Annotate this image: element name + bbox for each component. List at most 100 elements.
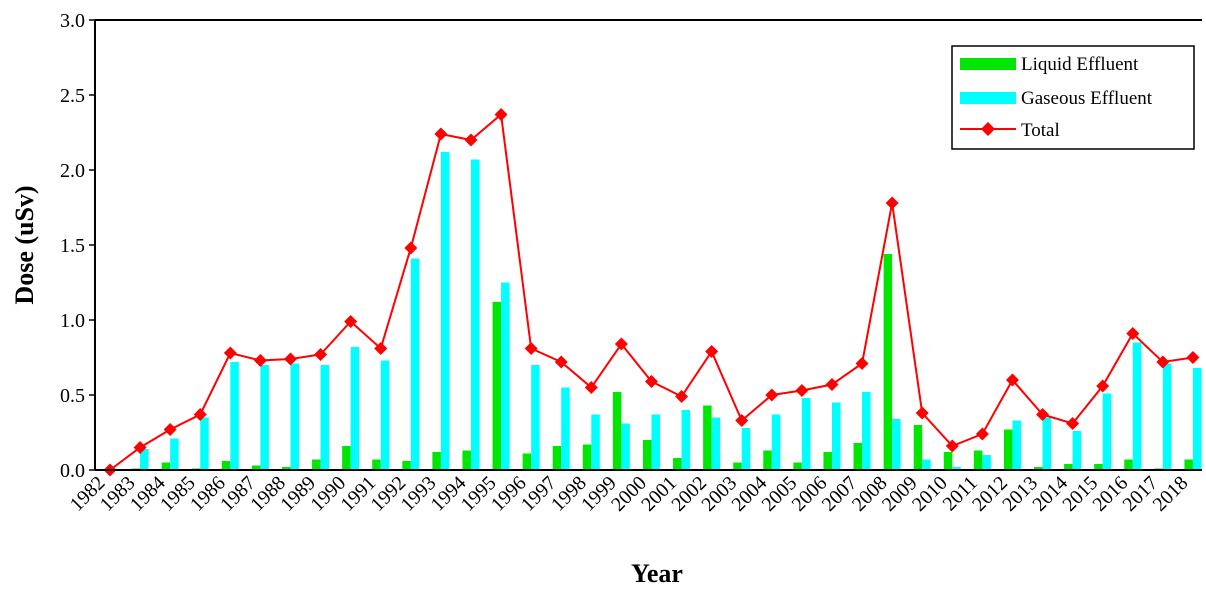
bar-layer [131,152,1202,470]
bar-gaseous-2008 [892,419,901,470]
bar-gaseous-2010 [952,467,961,470]
bar-gaseous-1985 [200,417,209,470]
total-point-2006 [825,378,839,391]
y-tick-label-0.0: 0.0 [60,460,85,482]
bar-gaseous-2015 [1102,393,1112,470]
total-point-1992 [404,241,418,255]
total-point-2008 [885,196,899,210]
total-point-2012 [1005,373,1019,387]
total-point-1998 [584,381,598,394]
total-point-1990 [344,315,358,328]
bar-gaseous-1988 [290,363,299,470]
bar-liquid-1999 [612,392,622,470]
bar-liquid-2011 [973,450,983,470]
total-point-1988 [283,352,297,366]
total-point-2004 [765,388,779,402]
y-axis-title: Dose (uSv) [10,185,39,304]
bar-gaseous-1995 [501,282,510,470]
bar-gaseous-1999 [621,423,630,470]
bar-liquid-2004 [763,450,772,470]
total-point-1993 [434,127,448,141]
bar-gaseous-1997 [561,387,570,470]
y-tick-label-1.5: 1.5 [60,235,85,257]
bar-liquid-1984 [161,462,171,470]
bar-gaseous-1990 [350,347,360,470]
total-point-1989 [314,348,328,361]
bar-gaseous-2013 [1042,417,1052,470]
bar-liquid-1998 [582,444,592,470]
bar-liquid-2006 [823,452,832,470]
total-point-1995 [494,108,508,121]
bar-liquid-1995 [492,302,502,470]
total-point-2011 [975,427,989,441]
bar-gaseous-1984 [170,438,179,470]
total-point-2010 [945,439,959,453]
legend-label-liquid: Liquid Effluent [1021,54,1139,75]
total-point-2009 [915,406,929,420]
total-point-2000 [644,375,658,388]
bar-liquid-2016 [1124,459,1133,470]
bar-liquid-1989 [312,459,321,470]
legend: Liquid Effluent Gaseous Effluent Total [951,45,1195,150]
bar-gaseous-1996 [531,365,540,470]
bar-gaseous-1986 [230,362,239,470]
y-tick-label-0.5: 0.5 [60,385,85,407]
bar-gaseous-2001 [681,410,691,470]
x-tick-label-2018: 2018 [1149,472,1193,516]
bar-liquid-2001 [673,458,682,470]
total-point-1987 [253,354,267,367]
total-point-2018 [1186,351,1200,364]
bar-liquid-1996 [522,453,532,470]
bar-liquid-2002 [703,405,712,470]
bar-gaseous-2016 [1132,342,1142,470]
bar-gaseous-2011 [982,455,991,470]
legend-swatch-gaseous [960,92,1016,104]
total-point-1991 [374,342,388,355]
bar-liquid-1990 [342,446,351,470]
bar-gaseous-1983 [140,449,149,470]
bar-gaseous-1992 [410,258,420,470]
bar-liquid-2018 [1184,459,1193,470]
bar-gaseous-2003 [741,428,751,470]
bar-liquid-1997 [552,446,562,470]
total-point-2002 [705,345,719,358]
legend-label-total: Total [1021,120,1060,141]
bar-liquid-2015 [1094,464,1103,470]
total-point-2013 [1036,408,1050,421]
bar-gaseous-2000 [651,414,660,470]
total-point-1994 [464,133,478,147]
total-point-2016 [1126,327,1140,340]
bar-gaseous-1989 [320,365,330,470]
total-point-2003 [735,414,749,427]
bar-gaseous-2002 [711,417,721,470]
bar-gaseous-2014 [1072,431,1082,470]
y-tick-label-2.5: 2.5 [60,85,85,107]
total-point-2005 [795,384,809,397]
total-point-2014 [1066,417,1080,430]
bar-liquid-1986 [221,461,231,470]
bar-liquid-2003 [733,462,742,470]
bar-gaseous-1994 [470,159,480,470]
total-point-2007 [855,357,869,370]
total-point-1984 [163,423,177,436]
total-point-2001 [675,390,689,403]
bar-liquid-2013 [1034,467,1043,470]
y-tick-label-2.0: 2.0 [60,160,85,182]
bar-gaseous-1987 [260,365,269,470]
bar-gaseous-1998 [591,414,600,470]
bar-liquid-1994 [462,450,471,470]
bar-gaseous-2012 [1012,420,1021,470]
bar-gaseous-2005 [801,398,811,470]
total-line-layer [103,108,1200,477]
bar-liquid-2007 [853,443,863,470]
bar-liquid-2012 [1003,429,1013,470]
bar-liquid-2008 [883,254,893,470]
legend-swatch-total-marker [981,122,995,136]
total-point-1986 [223,346,237,360]
bar-gaseous-2009 [922,459,931,470]
bar-liquid-1992 [402,461,411,470]
total-point-1999 [614,337,628,351]
bar-liquid-1987 [251,465,261,470]
bar-liquid-2009 [913,425,923,470]
